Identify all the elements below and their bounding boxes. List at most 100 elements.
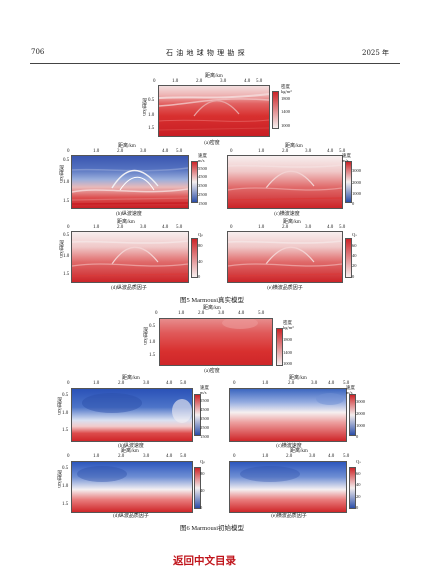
fig6c-colorbar (349, 394, 356, 436)
fig5b-xaxis-title: 距离/km (118, 144, 136, 149)
cb-tick: 1000 (281, 123, 290, 128)
tick: 1.0 (178, 311, 185, 316)
tick: 1.0 (93, 149, 100, 154)
fig6d-yaxis-title: 深度/km (56, 470, 61, 488)
fig6a-caption: (a)密度 (204, 369, 220, 374)
cb-tick: 2000 (356, 411, 365, 416)
back-to-contents-link[interactable]: 返回中文目录 (173, 555, 236, 567)
fig6d-caption: (d)纵波品质因子 (113, 514, 149, 519)
fig5e-colorbar (345, 238, 352, 278)
tick: 1.0 (63, 254, 70, 259)
fig6c-colorbar-label: 速度 m/s (346, 385, 355, 395)
tick: 1.0 (63, 180, 70, 185)
tick: 2.0 (286, 454, 293, 459)
fig6a-xaxis-title: 距离/km (203, 306, 221, 311)
fig5d-yaxis-title: 深度/km (58, 240, 63, 258)
cb-tick: 0 (198, 274, 201, 279)
fig6a-yaxis-title: 深度/km (142, 327, 147, 345)
cb-tick: 1500 (198, 201, 207, 206)
tick: 2.0 (118, 454, 125, 459)
cb-tick: 3500 (200, 416, 209, 421)
tick: 5.0 (339, 149, 346, 154)
tick: 1.0 (93, 381, 100, 386)
fig6c-xaxis-title: 距离/km (289, 376, 307, 381)
tick: 4.0 (327, 225, 334, 230)
header-rule (30, 63, 400, 64)
fig5b-yaxis-title: 深度/km (58, 165, 63, 183)
tick: 5.0 (180, 381, 187, 386)
cb-tick: 0 (356, 434, 359, 439)
tick: 1.0 (258, 149, 265, 154)
cb-tick: 40 (356, 482, 361, 487)
tick: 1.0 (148, 113, 155, 118)
fig5d-colorbar (191, 238, 198, 278)
fig6a-density-image (159, 318, 273, 366)
fig5a-caption: (a)密度 (204, 141, 220, 146)
fig5b-colorbar (191, 161, 198, 203)
tick: 0.5 (148, 98, 155, 103)
fig6d-colorbar-label: Qₚ (200, 459, 206, 464)
tick: 5.0 (343, 381, 350, 386)
tick: 0 (230, 149, 233, 154)
fig5d-xaxis-title: 距离/km (117, 220, 135, 225)
tick: 2.0 (117, 225, 124, 230)
tick: 1.5 (62, 502, 69, 507)
tick: 4.0 (162, 149, 169, 154)
fig5c-colorbar (345, 161, 352, 203)
fig5c-colorbar-label: 速度 m/s (342, 153, 351, 163)
fig5e-caption: (e)横波品质因子 (267, 286, 303, 291)
tick: 2.0 (118, 381, 125, 386)
tick: 2.0 (117, 149, 124, 154)
tick: 5.0 (258, 311, 265, 316)
tick: 0.5 (62, 466, 69, 471)
cb-tick: 0 (200, 505, 203, 510)
figure6-caption: 图6 Marmousi初始模型 (179, 525, 245, 532)
fig5d-colorbar-label: Qₚ (198, 232, 204, 237)
cb-tick: 1400 (283, 350, 292, 355)
fig6b-caption: (b)纵波速度 (118, 444, 144, 449)
tick: 2.0 (196, 79, 203, 84)
tick: 1.5 (62, 428, 69, 433)
cb-tick: 3000 (356, 399, 365, 404)
tick: 3.0 (305, 149, 312, 154)
tick: 4.0 (244, 79, 251, 84)
cb-tick: 1500 (200, 434, 209, 439)
tick: 2.0 (282, 149, 289, 154)
fig5a-colorbar (272, 91, 279, 129)
cb-tick: 2500 (200, 425, 209, 430)
fig6a-colorbar-label: 密度 kg/m³ (283, 320, 294, 330)
tick: 0 (153, 79, 156, 84)
cb-tick: 1000 (283, 361, 292, 366)
tick: 0.5 (63, 158, 70, 163)
tick: 1.0 (172, 79, 179, 84)
fig6b-vp-image (71, 388, 193, 442)
cb-tick: 1000 (356, 423, 365, 428)
cb-tick: 1000 (352, 191, 361, 196)
tick: 0.5 (63, 233, 70, 238)
tick: 3.0 (311, 381, 318, 386)
tick: 0.5 (149, 324, 156, 329)
tick: 1.5 (63, 272, 70, 277)
tick: 3.0 (140, 149, 147, 154)
cb-tick: 1800 (283, 337, 292, 342)
cb-tick: 1800 (281, 96, 290, 101)
fig6b-xaxis-title: 距离/km (122, 376, 140, 381)
tick: 1.0 (262, 381, 269, 386)
fig6c-vs-image (229, 388, 347, 442)
fig6d-colorbar (194, 467, 201, 509)
cb-tick: 40 (200, 488, 205, 493)
cb-tick: 4500 (200, 407, 209, 412)
tick: 1.0 (62, 411, 69, 416)
journal-title: 石 油 地 球 物 理 勘 探 (166, 49, 246, 57)
tick: 0.5 (62, 393, 69, 398)
tick: 2.0 (282, 225, 289, 230)
cb-tick: 80 (198, 243, 203, 248)
tick: 2.0 (288, 381, 295, 386)
tick: 4.0 (328, 454, 335, 459)
fig6a-colorbar (276, 328, 283, 366)
tick: 3.0 (309, 454, 316, 459)
fig6d-xaxis-title: 距离/km (121, 449, 139, 454)
fig6b-colorbar-label: 速度 m/s (200, 385, 209, 395)
tick: 3.0 (143, 454, 150, 459)
cb-tick: 60 (356, 471, 361, 476)
